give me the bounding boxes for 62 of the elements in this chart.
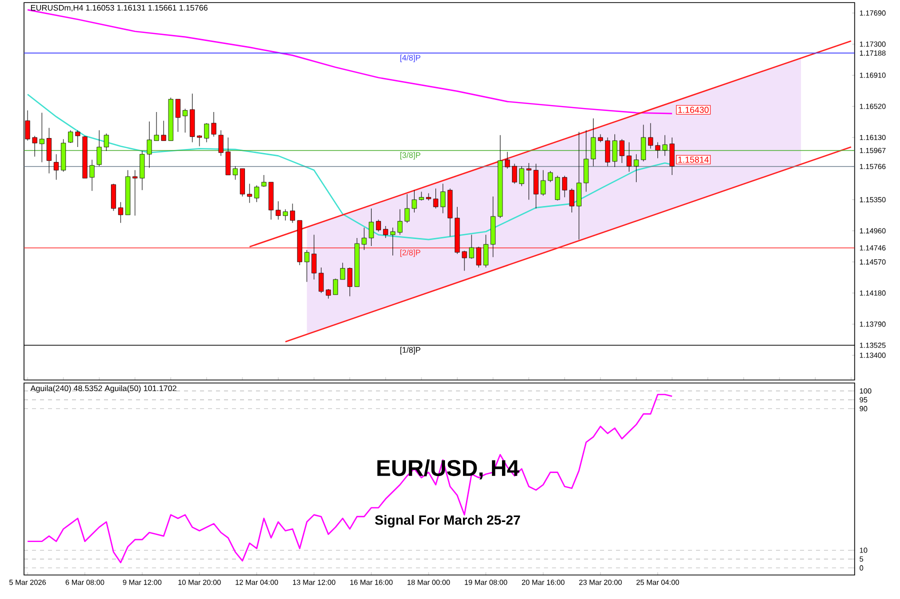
candlestick (376, 219, 381, 232)
candlestick (282, 208, 288, 221)
candlestick (68, 130, 74, 144)
candlestick (433, 188, 438, 209)
candlestick (462, 250, 467, 271)
candlestick (619, 138, 624, 164)
ref-line-label: [2/8]P (400, 249, 420, 257)
candlestick (662, 134, 668, 156)
candlestick (390, 227, 396, 256)
candlestick (626, 142, 632, 172)
candlestick (640, 124, 646, 162)
candlestick (254, 185, 260, 202)
ref-line-label: [1/8]P (400, 346, 420, 354)
candlestick (534, 164, 538, 209)
candlestick (154, 112, 159, 141)
candlestick (226, 137, 231, 176)
candlestick (290, 203, 296, 224)
candlestick (469, 234, 474, 259)
candlestick (634, 154, 639, 182)
candlestick (476, 246, 482, 268)
chart-title: Aguila(240) 48.5352 Aguila(50) 101.1702 (30, 385, 176, 393)
candlestick (483, 234, 488, 268)
candlestick (75, 130, 80, 148)
candlestick (440, 183, 446, 214)
candlestick (111, 183, 116, 212)
candlestick (204, 122, 210, 143)
candlestick (132, 170, 138, 216)
candlestick (648, 122, 654, 149)
candlestick (54, 154, 59, 180)
candlestick (90, 160, 95, 192)
candlestick (512, 164, 518, 184)
candlestick (598, 134, 603, 143)
candlestick (418, 191, 424, 201)
candlestick (576, 132, 582, 240)
candlestick (612, 134, 618, 168)
candlestick (404, 194, 410, 224)
candlestick (383, 226, 388, 238)
candlestick (232, 166, 238, 180)
annotation: 1.15814 (678, 156, 709, 163)
candlestick (605, 137, 610, 166)
candlestick (397, 208, 402, 236)
candlestick (196, 134, 202, 147)
candlestick (182, 108, 188, 133)
candlestick (247, 183, 252, 204)
ref-line-label: [4/8]P (400, 54, 420, 62)
candlestick (175, 98, 180, 132)
candlestick (333, 278, 338, 295)
candlestick (276, 201, 281, 220)
candlestick (655, 142, 660, 158)
candlestick (412, 190, 417, 213)
chart-title: EURUSDm,H4 1.16053 1.16131 1.15661 1.15766 (31, 4, 208, 12)
candlestick (555, 175, 560, 201)
annotation: 1.16430 (678, 106, 709, 113)
ref-line-label: [3/8]P (400, 152, 420, 160)
candlestick (218, 130, 224, 156)
candlestick (46, 128, 52, 174)
candlestick (32, 136, 38, 157)
annotation: Signal For March 25-27 (375, 514, 520, 528)
candlestick (261, 174, 266, 188)
candlestick (211, 112, 216, 137)
candlestick (312, 234, 317, 280)
candlestick (39, 112, 44, 162)
